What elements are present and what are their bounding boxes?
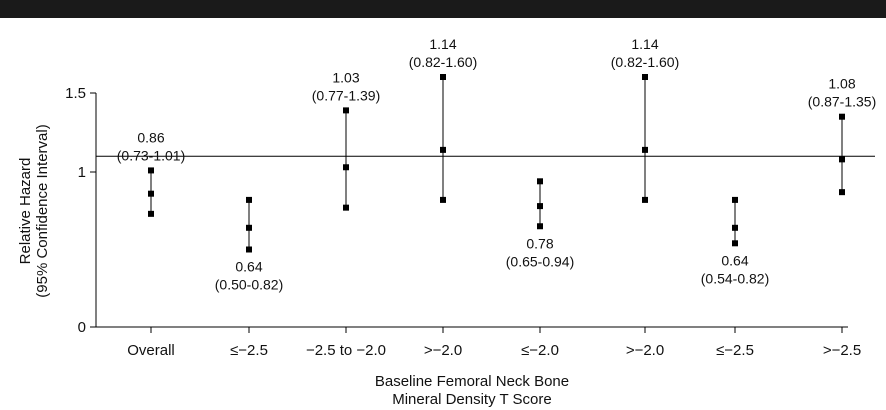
- ci-lower-marker: [343, 204, 349, 211]
- estimate-label: 1.14: [631, 36, 658, 52]
- estimate-marker: [537, 203, 543, 210]
- estimate-marker: [642, 146, 648, 153]
- ci-upper-marker: [839, 113, 845, 120]
- estimate-label: 1.03: [332, 69, 359, 85]
- ci-upper-marker: [148, 167, 154, 174]
- ci-lower-marker: [440, 196, 446, 203]
- ci-label: (0.87-1.35): [808, 94, 876, 110]
- estimate-label: 0.86: [137, 129, 164, 145]
- estimate-label: 1.14: [429, 36, 456, 52]
- ci-label: (0.50-0.82): [215, 277, 283, 293]
- estimate-marker: [343, 164, 349, 171]
- ci-lower-marker: [642, 196, 648, 203]
- x-axis-label-line-2: Mineral Density T Score: [392, 391, 552, 408]
- ci-lower-marker: [537, 223, 543, 230]
- ci-label: (0.77-1.39): [312, 87, 380, 103]
- ci-lower-marker: [246, 246, 252, 253]
- x-ticks: Overall ≤−2.5 −2.5 to −2.0 >−2.0 ≤−2.0 >−2.0 ≤…: [127, 327, 861, 359]
- axes: [95, 93, 875, 328]
- x-tick-label: ≤−2.0: [521, 342, 559, 359]
- estimate-label: 0.64: [235, 259, 262, 275]
- ci-lower-marker: [839, 189, 845, 196]
- estimate-label: 0.78: [526, 235, 553, 251]
- estimate-marker: [440, 146, 446, 153]
- ci-label: (0.54-0.82): [701, 270, 769, 286]
- ci-lower-marker: [148, 210, 154, 217]
- y-ticks: 011.5: [65, 85, 96, 336]
- estimate-marker: [839, 156, 845, 163]
- ci-upper-marker: [732, 196, 738, 203]
- estimate-marker: [732, 224, 738, 231]
- y-axis-label-line-2: (95% Confidence Interval): [34, 124, 51, 297]
- estimate-marker: [148, 190, 154, 197]
- ci-lower-marker: [732, 240, 738, 247]
- ci-label: (0.65-0.94): [506, 253, 574, 269]
- y-axis-label-line-1: Relative Hazard: [17, 158, 34, 265]
- ci-label: (0.73-1.01): [117, 147, 185, 163]
- ci-upper-marker: [537, 178, 543, 185]
- x-tick-label: ≤−2.5: [230, 342, 268, 359]
- data-marks: [148, 74, 845, 253]
- y-tick-label: 1.5: [65, 85, 86, 102]
- ci-label: (0.82-1.60): [409, 54, 477, 70]
- estimate-label: 1.08: [828, 76, 855, 92]
- x-tick-label: Overall: [127, 342, 175, 359]
- ci-label: (0.82-1.60): [611, 54, 679, 70]
- x-tick-label: −2.5 to −2.0: [306, 342, 386, 359]
- y-tick-label: 0: [78, 319, 86, 336]
- x-axis-label-line-1: Baseline Femoral Neck Bone: [375, 373, 569, 390]
- ci-upper-marker: [440, 74, 446, 80]
- header-bar: [0, 0, 886, 18]
- ci-upper-marker: [246, 196, 252, 203]
- estimate-marker: [246, 224, 252, 231]
- x-tick-label: >−2.5: [823, 342, 861, 359]
- ci-upper-marker: [642, 74, 648, 80]
- x-tick-label: >−2.0: [626, 342, 664, 359]
- ci-upper-marker: [343, 107, 349, 114]
- data-labels: 0.86 (0.73-1.01) 0.64 (0.50-0.82) 1.03 (0.77-…: [117, 36, 876, 293]
- x-tick-label: ≤−2.5: [716, 342, 754, 359]
- y-tick-label: 1: [78, 164, 86, 181]
- estimate-label: 0.64: [721, 252, 748, 268]
- x-tick-label: >−2.0: [424, 342, 462, 359]
